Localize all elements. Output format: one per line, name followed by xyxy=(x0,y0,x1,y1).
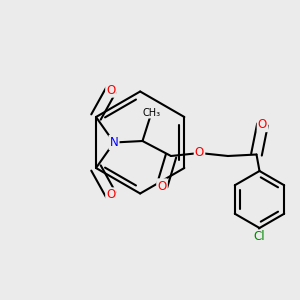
Text: N: N xyxy=(110,136,118,149)
Text: O: O xyxy=(258,118,267,131)
Text: O: O xyxy=(158,179,166,193)
Text: O: O xyxy=(106,83,116,97)
Text: O: O xyxy=(195,146,204,160)
Text: Cl: Cl xyxy=(254,230,265,244)
Text: CH₃: CH₃ xyxy=(142,107,160,118)
Text: O: O xyxy=(106,188,116,202)
